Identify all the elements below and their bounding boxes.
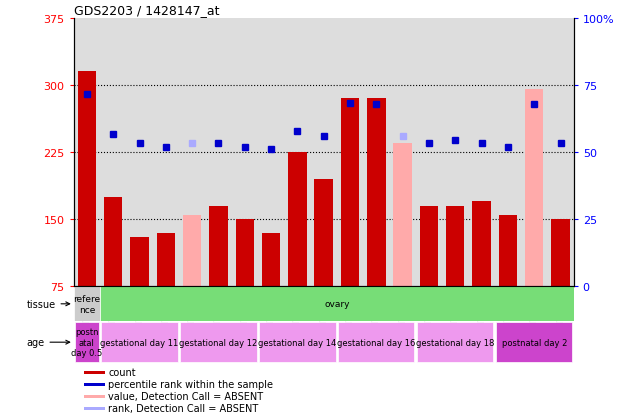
Bar — [75, 323, 99, 362]
Bar — [130, 237, 149, 287]
Text: gestational day 12: gestational day 12 — [179, 338, 258, 347]
Bar — [259, 323, 335, 362]
Bar — [472, 202, 491, 287]
Bar — [156, 233, 175, 287]
Text: percentile rank within the sample: percentile rank within the sample — [108, 380, 273, 389]
Bar — [341, 99, 359, 287]
Bar — [496, 323, 572, 362]
Text: rank, Detection Call = ABSENT: rank, Detection Call = ABSENT — [108, 404, 258, 413]
Bar — [101, 323, 178, 362]
Bar — [446, 206, 465, 287]
Bar — [84, 407, 104, 410]
Bar — [367, 99, 385, 287]
Bar — [499, 215, 517, 287]
Text: refere
nce: refere nce — [73, 294, 101, 314]
Bar — [420, 206, 438, 287]
Text: postn
atal
day 0.5: postn atal day 0.5 — [71, 328, 103, 357]
Text: gestational day 18: gestational day 18 — [416, 338, 494, 347]
Bar — [209, 206, 228, 287]
Bar — [417, 323, 494, 362]
Bar — [551, 220, 570, 287]
Bar — [262, 233, 280, 287]
Bar — [84, 371, 104, 374]
Bar — [78, 72, 96, 287]
Bar — [84, 383, 104, 386]
Text: gestational day 14: gestational day 14 — [258, 338, 337, 347]
Text: ovary: ovary — [324, 299, 349, 309]
Bar — [288, 152, 306, 287]
Text: tissue: tissue — [26, 299, 70, 309]
Bar — [104, 197, 122, 287]
Bar — [315, 179, 333, 287]
Bar — [180, 323, 256, 362]
Bar — [394, 144, 412, 287]
Text: value, Detection Call = ABSENT: value, Detection Call = ABSENT — [108, 392, 263, 401]
Text: gestational day 16: gestational day 16 — [337, 338, 415, 347]
Text: GDS2203 / 1428147_at: GDS2203 / 1428147_at — [74, 5, 219, 17]
Bar — [338, 323, 415, 362]
Text: gestational day 11: gestational day 11 — [101, 338, 179, 347]
Bar — [84, 395, 104, 398]
Text: count: count — [108, 368, 136, 377]
Bar — [235, 220, 254, 287]
Bar — [183, 215, 201, 287]
Bar — [525, 90, 544, 287]
Text: postnatal day 2: postnatal day 2 — [501, 338, 567, 347]
Text: age: age — [26, 337, 70, 347]
Bar — [74, 287, 100, 322]
